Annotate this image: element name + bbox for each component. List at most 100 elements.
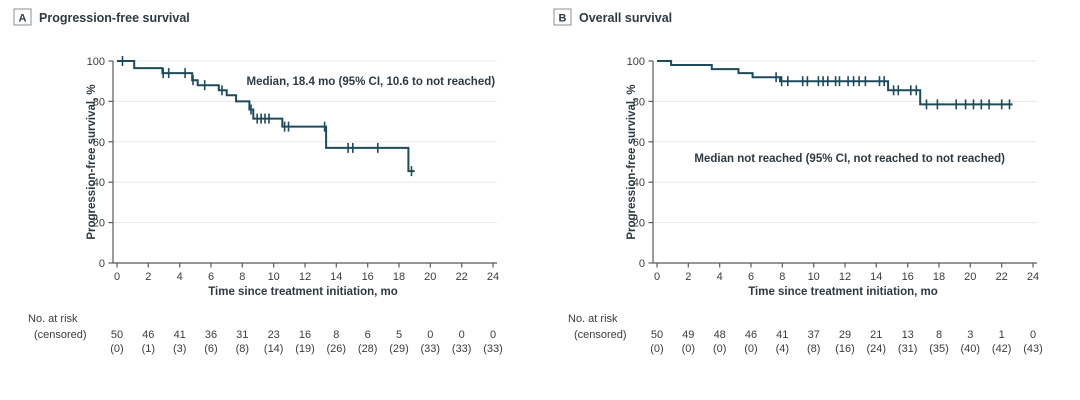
x-tick-label: 22 — [996, 271, 1008, 283]
at-risk-count: 1 — [999, 329, 1005, 341]
at-risk-count: 29 — [839, 329, 851, 341]
at-risk-count: 46 — [142, 329, 154, 341]
at-risk-count: 46 — [745, 329, 757, 341]
censored-count: (35) — [929, 343, 949, 355]
censored-count: (0) — [110, 343, 123, 355]
x-tick-label: 12 — [299, 271, 311, 283]
x-tick-label: 4 — [717, 271, 723, 283]
km-curve — [117, 60, 415, 173]
at-risk-count: 5 — [396, 329, 402, 341]
x-tick-label: 6 — [748, 271, 754, 283]
censored-count: (6) — [204, 343, 217, 355]
at-risk-count: 48 — [714, 329, 726, 341]
x-tick-label: 24 — [1027, 271, 1039, 283]
y-tick-label: 80 — [633, 96, 645, 108]
x-axis-title: Time since treatment initiation, mo — [208, 286, 398, 298]
y-tick-label: 100 — [87, 56, 105, 68]
y-tick-label: 40 — [93, 177, 105, 189]
at-risk-count: 8 — [333, 329, 339, 341]
x-tick-label: 16 — [902, 271, 914, 283]
censored-count: (33) — [483, 343, 503, 355]
censored-count: (42) — [992, 343, 1012, 355]
panel-a-label: A — [19, 13, 27, 25]
censored-count: (0) — [713, 343, 726, 355]
x-tick-label: 6 — [208, 271, 214, 283]
y-axis-ticks: 0 20 40 60 80 100 — [87, 56, 113, 270]
y-tick-label: 20 — [93, 218, 105, 230]
censored-count: (28) — [358, 343, 378, 355]
censored-count: (33) — [452, 343, 472, 355]
x-tick-label: 12 — [839, 271, 851, 283]
risk-table-label: No. at risk — [568, 313, 618, 325]
panel-a-title: Progression-free survival — [39, 11, 190, 25]
at-risk-count: 0 — [490, 329, 496, 341]
x-tick-label: 8 — [239, 271, 245, 283]
x-tick-label: 16 — [362, 271, 374, 283]
y-axis-ticks: 0 20 40 60 80 100 — [627, 56, 653, 270]
panel-a-progression-free-survival: A Progression-free survival 020406080100… — [13, 8, 503, 355]
at-risk-count: 36 — [205, 329, 217, 341]
censor-marks — [121, 56, 413, 177]
censored-count: (43) — [1023, 343, 1043, 355]
at-risk-count: 0 — [427, 329, 433, 341]
x-tick-label: 8 — [779, 271, 785, 283]
at-risk-count: 0 — [459, 329, 465, 341]
censored-count: (40) — [961, 343, 981, 355]
risk-table: No. at risk(censored) 50(0)46(1)41(3)36(6… — [28, 313, 503, 355]
at-risk-count: 0 — [1030, 329, 1036, 341]
censored-count: (24) — [867, 343, 887, 355]
x-tick-label: 10 — [808, 271, 820, 283]
at-risk-count: 8 — [936, 329, 942, 341]
y-tick-label: 0 — [639, 258, 645, 270]
y-tick-label: 60 — [93, 137, 105, 149]
at-risk-count: 23 — [268, 329, 280, 341]
risk-table-label: No. at risk — [28, 313, 78, 325]
censored-count: (31) — [898, 343, 918, 355]
at-risk-count: 37 — [808, 329, 820, 341]
at-risk-count: 49 — [682, 329, 694, 341]
panel-b-label-box — [553, 8, 572, 26]
y-tick-label: 60 — [633, 137, 645, 149]
censored-count: (1) — [142, 343, 155, 355]
x-tick-label: 2 — [145, 271, 151, 283]
at-risk-count: 16 — [299, 329, 311, 341]
x-tick-label: 18 — [933, 271, 945, 283]
gridlines — [113, 60, 497, 224]
km-curve — [657, 60, 1013, 106]
censored-count: (19) — [295, 343, 315, 355]
x-tick-label: 20 — [964, 271, 976, 283]
censored-count: (0) — [650, 343, 663, 355]
censored-count: (33) — [421, 343, 441, 355]
censored-count: (0) — [682, 343, 695, 355]
risk-table-censored-label: (censored) — [574, 329, 627, 341]
censored-count: (4) — [776, 343, 789, 355]
censor-marks — [775, 72, 1011, 110]
x-tick-label: 0 — [114, 271, 120, 283]
at-risk-count: 50 — [111, 329, 123, 341]
x-tick-label: 24 — [487, 271, 499, 283]
censored-count: (8) — [236, 343, 249, 355]
at-risk-count: 41 — [776, 329, 788, 341]
panel-a-label-box — [13, 8, 32, 26]
y-axis-title: Progression-free survival, % — [626, 84, 638, 239]
x-tick-label: 4 — [177, 271, 183, 283]
y-tick-label: 0 — [99, 258, 105, 270]
x-axis-title: Time since treatment initiation, mo — [748, 286, 938, 298]
x-tick-label: 14 — [870, 271, 882, 283]
censored-count: (14) — [264, 343, 284, 355]
x-tick-label: 22 — [456, 271, 468, 283]
at-risk-count: 3 — [967, 329, 973, 341]
at-risk-count: 6 — [365, 329, 371, 341]
censored-count: (0) — [744, 343, 757, 355]
at-risk-count: 41 — [174, 329, 186, 341]
at-risk-count: 13 — [902, 329, 914, 341]
panel-b-label: B — [559, 13, 567, 25]
risk-table: No. at risk (censored) 50 (0) 49 (0) 48 (0) 46 (0… — [568, 313, 1043, 355]
censored-count: (3) — [173, 343, 186, 355]
censored-count: (8) — [807, 343, 820, 355]
y-tick-label: 20 — [633, 218, 645, 230]
